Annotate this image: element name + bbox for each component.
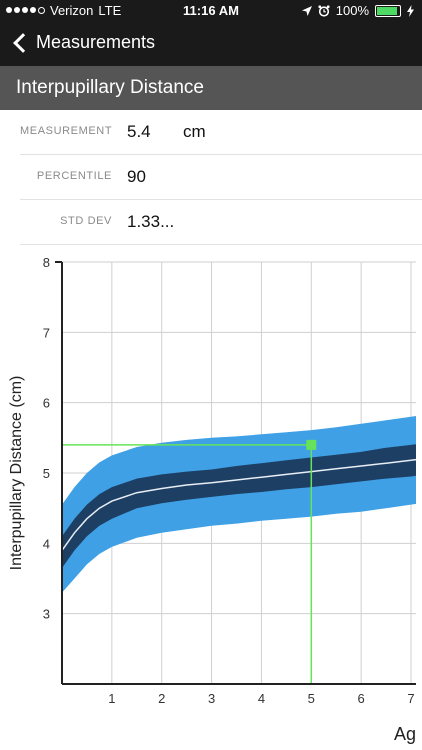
y-tick-label-6: 6 [43, 396, 50, 411]
x-tick-label-7: 7 [407, 691, 414, 706]
measurement-label: MEASUREMENT [20, 125, 113, 137]
y-tick-label-7: 7 [43, 325, 50, 340]
carrier: Verizon [50, 3, 94, 18]
x-tick-label-6: 6 [358, 691, 365, 706]
measurement-row: MEASUREMENT 5.4 cm [20, 110, 422, 155]
battery-icon [375, 4, 401, 17]
measurement-unit: cm [183, 122, 206, 141]
measurement-value: 5.4 [127, 122, 151, 141]
x-tick-label-4: 4 [258, 691, 265, 706]
std-dev-value: 1.33... [127, 212, 175, 231]
status-left: Verizon LTE [6, 3, 121, 18]
status-right: 100% [301, 3, 414, 18]
clock: 11:16 AM [183, 3, 239, 18]
x-tick-label-3: 3 [208, 691, 215, 706]
section-header: Interpupillary Distance [0, 66, 422, 110]
growth-chart: 1 2 3 4 5 6 7 3 4 5 6 7 8 Interpupillary Distance (cm… [8, 255, 416, 744]
inner-percentile-band [62, 444, 416, 568]
back-button[interactable]: Measurements [10, 32, 155, 53]
network: LTE [98, 3, 122, 18]
x-axis-label: Ag [394, 724, 416, 744]
location-icon [301, 5, 312, 16]
alarm-icon [318, 4, 330, 17]
measurement-point [306, 439, 317, 450]
x-tick-label-5: 5 [308, 691, 315, 706]
y-tick-label-4: 4 [43, 536, 50, 551]
charging-icon [407, 4, 414, 17]
std-dev-label: STD DEV [60, 215, 112, 227]
status-bar: Verizon LTE 11:16 AM 100% [0, 0, 422, 22]
percentile-label: PERCENTILE [36, 170, 112, 182]
chevron-left-icon [13, 32, 33, 53]
y-tick-label-5: 5 [43, 466, 50, 481]
section-title: Interpupillary Distance [16, 77, 204, 98]
percentile-row: PERCENTILE 90 [20, 155, 422, 200]
std-dev-row: STD DEV 1.33... [20, 200, 422, 245]
battery-percent: 100% [335, 3, 369, 18]
nav-bar: Measurements [0, 22, 422, 66]
x-tick-label-1: 1 [108, 691, 115, 706]
back-label: Measurements [36, 32, 156, 52]
y-tick-label-3: 3 [43, 607, 50, 622]
x-tick-label-2: 2 [158, 691, 165, 706]
signal-icon [6, 7, 45, 14]
y-axis-label: Interpupillary Distance (cm) [8, 376, 25, 571]
percentile-value: 90 [127, 167, 146, 186]
y-tick-label-8: 8 [43, 255, 50, 270]
median-line [62, 458, 416, 551]
